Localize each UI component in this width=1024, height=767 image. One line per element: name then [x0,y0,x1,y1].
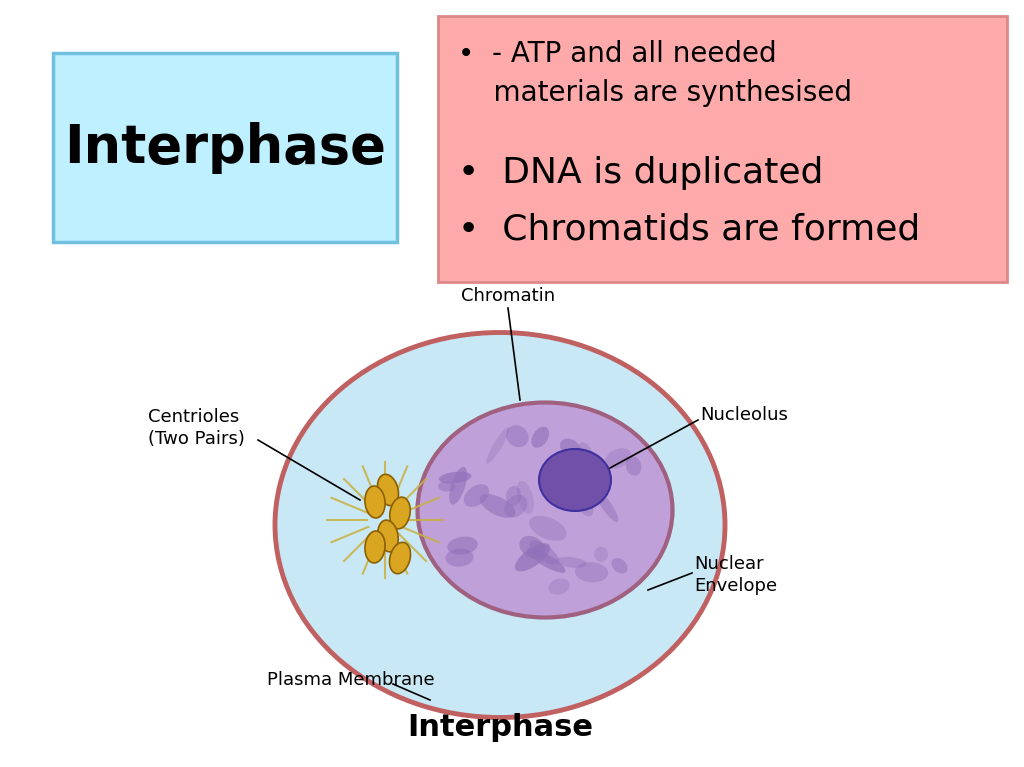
Ellipse shape [445,548,473,567]
Ellipse shape [486,427,509,464]
Ellipse shape [545,459,562,485]
Text: Interphase: Interphase [65,121,386,173]
Ellipse shape [604,448,631,469]
Text: Interphase: Interphase [407,713,593,742]
Ellipse shape [549,578,569,594]
Text: Nuclear
Envelope: Nuclear Envelope [694,555,777,595]
Ellipse shape [527,548,565,573]
Ellipse shape [390,497,411,529]
Ellipse shape [504,495,527,518]
Ellipse shape [626,456,641,476]
Ellipse shape [539,449,611,511]
FancyBboxPatch shape [53,53,397,242]
Ellipse shape [529,541,559,565]
Text: Plasma Membrane: Plasma Membrane [267,671,434,689]
Text: Chromatin: Chromatin [461,287,555,305]
Ellipse shape [378,474,398,505]
Ellipse shape [594,547,608,562]
Ellipse shape [506,425,528,447]
Ellipse shape [578,443,592,463]
Ellipse shape [529,516,566,541]
Ellipse shape [531,426,549,448]
Ellipse shape [574,562,608,582]
Ellipse shape [447,537,478,555]
Ellipse shape [365,531,385,563]
Text: •  DNA is duplicated: • DNA is duplicated [458,156,823,190]
Text: Nucleolus: Nucleolus [700,406,787,424]
Ellipse shape [515,543,550,571]
Ellipse shape [275,333,725,717]
Ellipse shape [570,489,584,507]
Ellipse shape [378,520,398,551]
Ellipse shape [506,486,521,506]
Ellipse shape [365,486,385,518]
Ellipse shape [556,557,587,568]
Ellipse shape [560,439,581,456]
FancyBboxPatch shape [438,16,1007,282]
Ellipse shape [579,499,593,516]
Ellipse shape [389,542,411,574]
Ellipse shape [479,494,515,518]
Ellipse shape [594,489,618,522]
Ellipse shape [439,472,471,483]
Ellipse shape [519,536,545,558]
Text: •  Chromatids are formed: • Chromatids are formed [458,213,921,247]
Text: Centrioles
(Two Pairs): Centrioles (Two Pairs) [148,408,245,448]
Ellipse shape [464,484,489,507]
Ellipse shape [611,558,628,574]
Ellipse shape [418,403,673,617]
Text: •  - ATP and all needed
    materials are synthesised: • - ATP and all needed materials are syn… [458,40,852,107]
Ellipse shape [516,481,534,514]
Ellipse shape [450,467,467,505]
Ellipse shape [438,482,455,492]
